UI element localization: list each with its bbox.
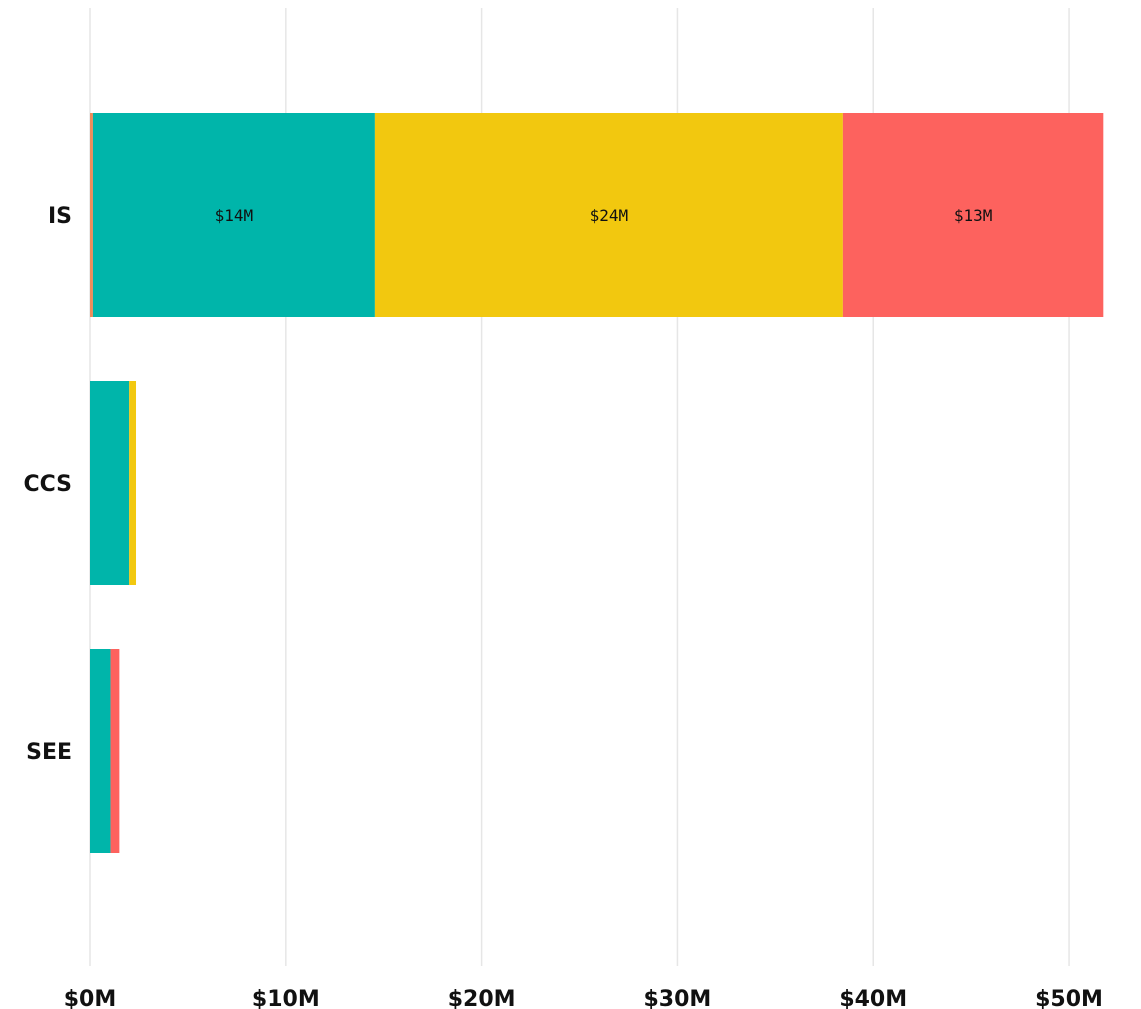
category-labels: IS CCS SEE xyxy=(23,204,72,765)
bar-segment[interactable] xyxy=(90,113,93,317)
data-label: $13M xyxy=(954,206,993,225)
bar-segment[interactable] xyxy=(90,649,111,853)
x-tick-label: $40M xyxy=(839,987,907,1009)
category-label: CCS xyxy=(23,472,72,497)
bar-segment[interactable] xyxy=(129,381,137,585)
bar-segment[interactable] xyxy=(90,381,130,585)
x-tick-label: $20M xyxy=(448,987,516,1009)
x-tick-label: $10M xyxy=(252,987,320,1009)
bar-segment[interactable] xyxy=(842,113,1104,317)
bar-segment[interactable] xyxy=(374,113,843,317)
x-tick-label: $0M xyxy=(64,987,117,1009)
data-label: $24M xyxy=(590,206,629,225)
bars xyxy=(90,113,1104,853)
category-label: SEE xyxy=(26,740,72,765)
bar-segment[interactable] xyxy=(92,113,375,317)
bar-segment[interactable] xyxy=(110,649,120,853)
x-tick-label: $50M xyxy=(1035,987,1103,1009)
x-tick-label: $30M xyxy=(644,987,712,1009)
x-axis-tick-labels: $0M $10M $20M $30M $40M $50M xyxy=(64,987,1103,1009)
data-label: $14M xyxy=(215,206,254,225)
segment-labels: $14M $24M $13M xyxy=(215,206,993,225)
category-label: IS xyxy=(48,204,72,229)
